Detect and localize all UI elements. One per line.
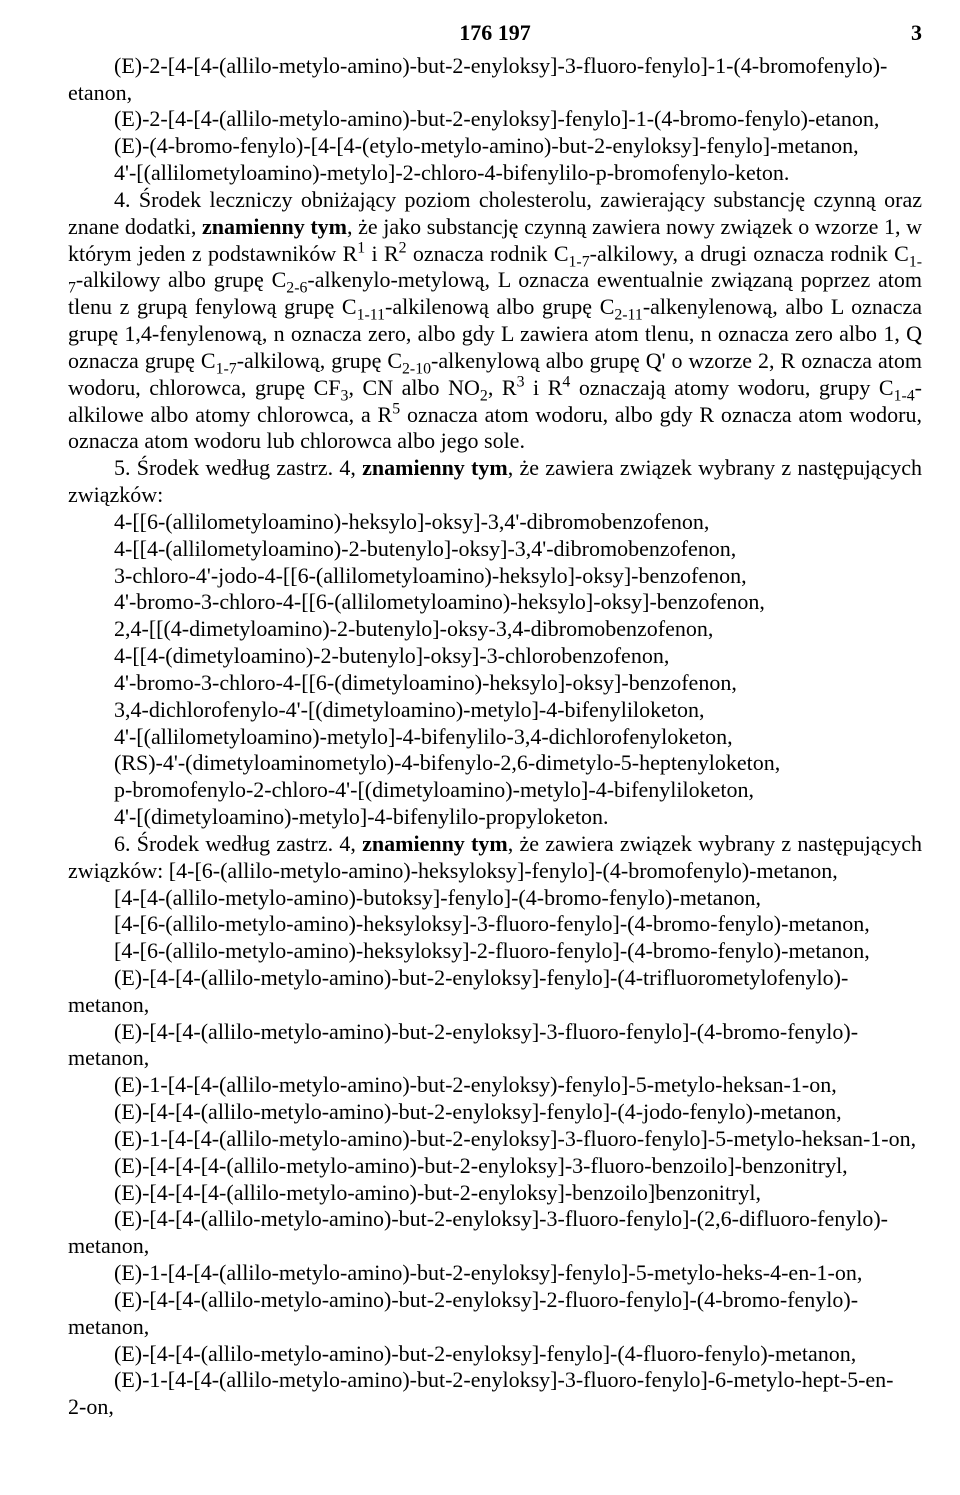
- claim-4-body: 4. Środek leczniczy obniżający poziom ch…: [68, 187, 922, 455]
- list-item: [4-[4-(allilo-metylo-amino)-butoksy]-fen…: [68, 885, 922, 912]
- list-item-cont: 2-on,: [68, 1394, 922, 1421]
- list-item: (RS)-4'-(dimetyloaminometylo)-4-bifenylo…: [68, 750, 922, 777]
- claim-5-intro: 5. Środek według zastrz. 4, znamienny ty…: [68, 455, 922, 509]
- list-item: (E)-1-[4-[4-(allilo-metylo-amino)-but-2-…: [68, 1367, 922, 1394]
- compound-line: (E)-2-[4-[4-(allilo-metylo-amino)-but-2-…: [68, 106, 922, 133]
- list-item-cont: metanon,: [68, 1233, 922, 1260]
- list-item: (E)-[4-[4-(allilo-metylo-amino)-but-2-en…: [68, 965, 922, 992]
- list-item: (E)-[4-[4-(allilo-metylo-amino)-but-2-en…: [68, 1341, 922, 1368]
- claim-6-intro: 6. Środek według zastrz. 4, znamienny ty…: [68, 831, 922, 885]
- list-item: 3-chloro-4'-jodo-4-[[6-(allilometyloamin…: [68, 563, 922, 590]
- list-item: 4'-[(allilometyloamino)-metylo]-4-bifeny…: [68, 724, 922, 751]
- compound-line: (E)-2-[4-[4-(allilo-metylo-amino)-but-2-…: [68, 53, 922, 80]
- list-item: (E)-[4-[4-(allilo-metylo-amino)-but-2-en…: [68, 1019, 922, 1046]
- list-item: (E)-[4-[4-[4-(allilo-metylo-amino)-but-2…: [68, 1153, 922, 1180]
- compound-line: (E)-(4-bromo-fenylo)-[4-[4-(etylo-metylo…: [68, 133, 922, 160]
- list-item: (E)-[4-[4-(allilo-metylo-amino)-but-2-en…: [68, 1287, 922, 1314]
- list-item: p-bromofenylo-2-chloro-4'-[(dimetyloamin…: [68, 777, 922, 804]
- compound-line: 4'-[(allilometyloamino)-metylo]-2-chloro…: [68, 160, 922, 187]
- page-header: 176 197 3: [68, 20, 922, 47]
- list-item: 4'-bromo-3-chloro-4-[[6-(allilometyloami…: [68, 589, 922, 616]
- list-item: (E)-1-[4-[4-(allilo-metylo-amino)-but-2-…: [68, 1126, 922, 1153]
- list-item: 4'-[(dimetyloamino)-metylo]-4-bifenylilo…: [68, 804, 922, 831]
- page-number: 3: [882, 20, 922, 47]
- list-item-cont: metanon,: [68, 1045, 922, 1072]
- list-item: 4-[[4-(dimetyloamino)-2-butenylo]-oksy]-…: [68, 643, 922, 670]
- list-item: 2,4-[[(4-dimetyloamino)-2-butenylo]-oksy…: [68, 616, 922, 643]
- list-item-cont: metanon,: [68, 1314, 922, 1341]
- list-item: 4'-bromo-3-chloro-4-[[6-(dimetyloamino)-…: [68, 670, 922, 697]
- list-item: (E)-1-[4-[4-(allilo-metylo-amino)-but-2-…: [68, 1260, 922, 1287]
- list-item: [4-[6-(allilo-metylo-amino)-heksyloksy]-…: [68, 911, 922, 938]
- list-item: (E)-1-[4-[4-(allilo-metylo-amino)-but-2-…: [68, 1072, 922, 1099]
- list-item-cont: metanon,: [68, 992, 922, 1019]
- list-item: (E)-[4-[4-[4-(allilo-metylo-amino)-but-2…: [68, 1180, 922, 1207]
- list-item: [4-[6-(allilo-metylo-amino)-heksyloksy]-…: [68, 938, 922, 965]
- list-item: (E)-[4-[4-(allilo-metylo-amino)-but-2-en…: [68, 1206, 922, 1233]
- compound-line-cont: etanon,: [68, 80, 922, 107]
- list-item: (E)-[4-[4-(allilo-metylo-amino)-but-2-en…: [68, 1099, 922, 1126]
- list-item: 4-[[4-(allilometyloamino)-2-butenylo]-ok…: [68, 536, 922, 563]
- doc-number: 176 197: [108, 20, 882, 47]
- list-item: 4-[[6-(allilometyloamino)-heksylo]-oksy]…: [68, 509, 922, 536]
- list-item: 3,4-dichlorofenylo-4'-[(dimetyloamino)-m…: [68, 697, 922, 724]
